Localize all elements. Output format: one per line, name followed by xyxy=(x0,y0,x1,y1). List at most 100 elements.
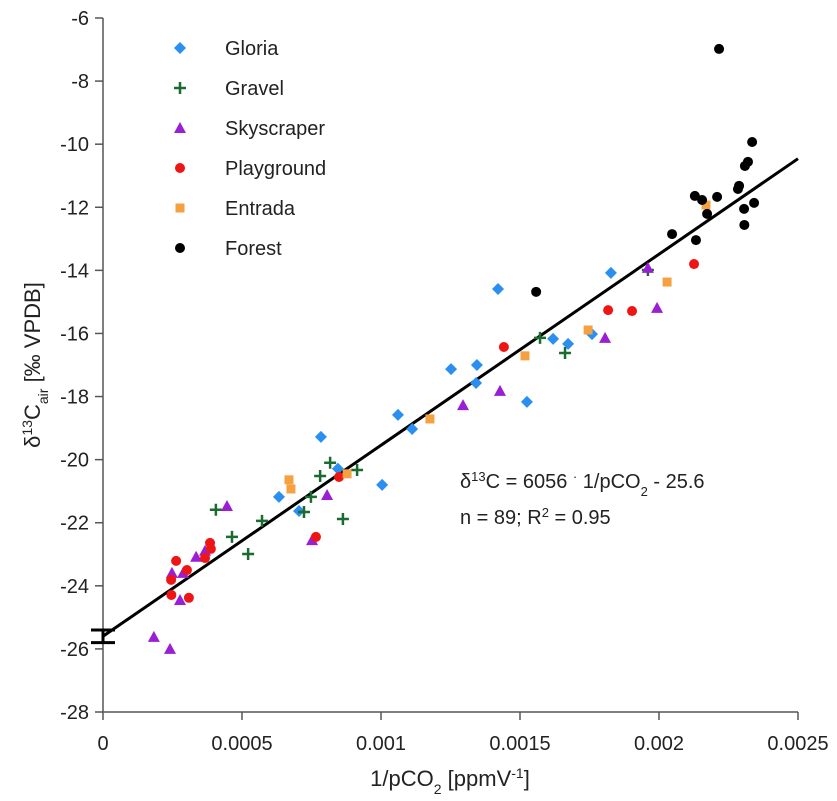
point xyxy=(205,543,216,554)
point xyxy=(220,500,233,512)
legend-marker xyxy=(175,163,185,173)
point xyxy=(181,565,192,576)
x-axis-label: 1/pCO2 [ppmV-1] xyxy=(370,765,530,796)
point xyxy=(690,235,701,246)
x-label-part: 2 xyxy=(434,781,442,796)
point xyxy=(342,469,352,479)
point xyxy=(547,332,560,345)
point xyxy=(200,553,211,564)
y-tick-label: -8 xyxy=(71,71,89,93)
point xyxy=(324,456,337,469)
x-label-part: [ppmV xyxy=(442,766,512,791)
x-label-part: 1/pCO xyxy=(370,766,434,791)
annotation-part: 1/pCO xyxy=(577,471,640,493)
point xyxy=(272,490,285,503)
point xyxy=(520,395,533,408)
point xyxy=(166,589,177,600)
y-tick-label: -18 xyxy=(60,387,89,409)
point xyxy=(174,594,187,606)
legend-marker xyxy=(174,122,186,133)
annotation-part: 13 xyxy=(471,469,485,484)
point xyxy=(190,550,203,562)
point xyxy=(667,229,678,240)
x-tick-label: 0.001 xyxy=(356,733,406,755)
point xyxy=(391,408,404,421)
point xyxy=(314,470,327,483)
y-tick-label: -20 xyxy=(60,450,89,472)
y-tick-label: -26 xyxy=(60,639,89,661)
y-tick-label: -16 xyxy=(60,323,89,345)
point xyxy=(256,514,269,527)
point xyxy=(583,325,593,335)
annotation: n = 89; R2 = 0.95 xyxy=(460,505,611,530)
point xyxy=(310,531,321,542)
point xyxy=(712,191,723,202)
point xyxy=(183,592,194,603)
y-label-part: δ xyxy=(20,436,45,448)
point xyxy=(163,642,176,654)
y-tick-label: -12 xyxy=(60,197,89,219)
annotation: δ13C = 6056 · 1/pCO2 - 25.6 xyxy=(460,469,705,499)
point xyxy=(209,503,222,516)
point xyxy=(603,305,614,316)
annotation-part: · xyxy=(573,469,577,484)
x-tick-label: 0.0005 xyxy=(211,733,272,755)
annotation-part: C = 6056 xyxy=(486,471,573,493)
point xyxy=(739,203,750,214)
annotation-part: δ xyxy=(460,471,471,493)
legend-label: Skyscraper xyxy=(225,118,325,140)
legend-marker xyxy=(175,243,185,253)
y-tick-label: -6 xyxy=(71,8,89,30)
point xyxy=(531,286,542,297)
point xyxy=(651,301,664,313)
point xyxy=(165,566,178,578)
point xyxy=(321,488,334,500)
point xyxy=(498,342,509,353)
y-label-part: C xyxy=(20,404,45,420)
point xyxy=(641,261,654,273)
point xyxy=(739,219,750,230)
legend-marker xyxy=(175,203,185,213)
point xyxy=(714,43,725,54)
y-tick-label: -22 xyxy=(60,513,89,535)
y-axis-label: δ13Cair [‰ VPDB] xyxy=(19,282,51,448)
point xyxy=(314,430,327,443)
point xyxy=(559,347,572,360)
point xyxy=(334,471,345,482)
point xyxy=(697,195,708,206)
point xyxy=(284,475,294,485)
annotation-part: - 25.6 xyxy=(648,471,705,493)
point xyxy=(492,282,505,295)
annotation-part: n = 89; R xyxy=(460,507,542,529)
point xyxy=(331,462,344,475)
point xyxy=(627,306,638,317)
point xyxy=(425,414,435,424)
point xyxy=(701,200,711,210)
point xyxy=(747,136,758,147)
annotation-part: 2 xyxy=(542,505,549,520)
y-tick-label: -14 xyxy=(60,260,89,282)
x-tick-label: 0.002 xyxy=(634,733,684,755)
point xyxy=(351,464,364,477)
point xyxy=(199,544,212,556)
point xyxy=(242,547,255,560)
x-label-part: ] xyxy=(524,766,530,791)
annotation-part: = 0.95 xyxy=(549,507,611,529)
point xyxy=(534,331,547,344)
legend-label: Entrada xyxy=(225,198,296,220)
point xyxy=(493,384,506,396)
point xyxy=(297,506,310,519)
y-tick-label: -10 xyxy=(60,134,89,156)
y-label-part: air xyxy=(35,388,51,404)
point xyxy=(457,399,470,411)
point xyxy=(225,530,238,543)
point xyxy=(336,512,349,525)
y-label-part: [‰ VPDB] xyxy=(20,282,45,388)
legend-label: Gravel xyxy=(225,78,284,100)
point xyxy=(406,423,419,436)
point xyxy=(470,376,483,389)
y-tick-label: -28 xyxy=(60,702,89,724)
x-label-part: -1 xyxy=(511,765,524,781)
y-tick-label: -24 xyxy=(60,576,89,598)
